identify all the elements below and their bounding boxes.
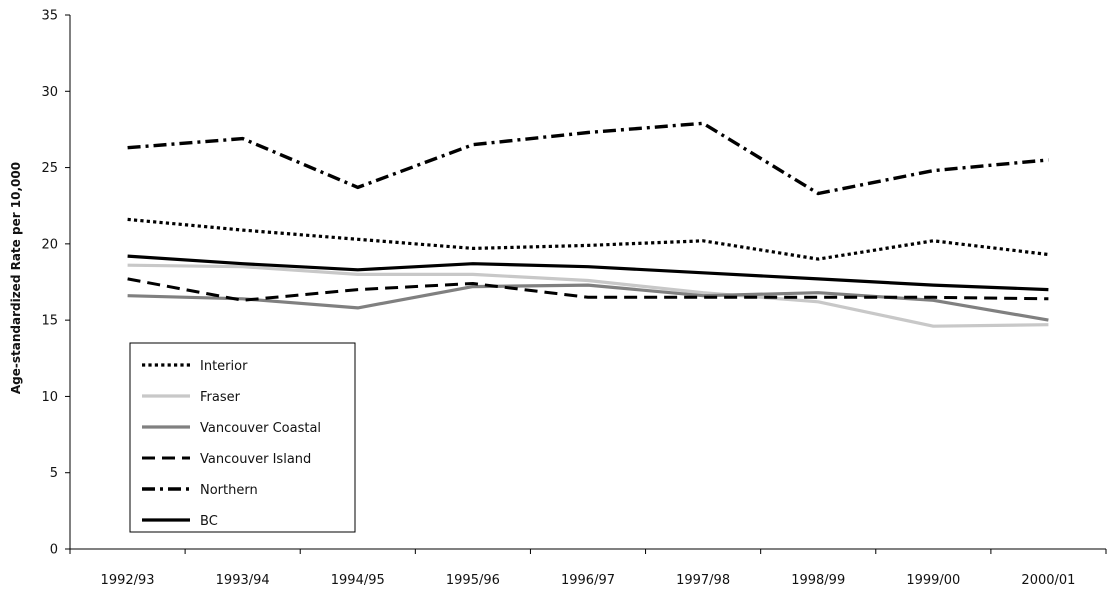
series-line-bc [127, 254, 1049, 292]
x-tick-label: 2000/01 [1021, 573, 1075, 588]
legend: Interior Fraser Vancouver Coastal Vancouver… [129, 342, 356, 533]
x-tick-label: 1997/98 [676, 573, 730, 588]
x-tick-label: 1992/93 [101, 573, 155, 588]
legend-label-vancouver-island: Vancouver Island [200, 452, 311, 467]
y-tick-label: 30 [41, 85, 58, 100]
axes: 0 5 10 15 20 25 30 35 1992/93 1993/94 1994/95 1995/… [41, 9, 1107, 588]
series-line-vancouver-island [127, 277, 1049, 302]
x-tick-label: 1996/97 [561, 573, 615, 588]
x-tick-label: 1999/00 [906, 573, 960, 588]
series-line-vancouver-coastal [127, 283, 1049, 322]
x-tick-label: 1998/99 [791, 573, 845, 588]
y-tick-label: 25 [41, 161, 58, 176]
legend-label-bc: BC [200, 514, 218, 529]
y-tick-label: 10 [41, 390, 58, 405]
x-tick-label: 1995/96 [446, 573, 500, 588]
legend-label-northern: Northern [200, 483, 258, 498]
legend-box [129, 342, 356, 533]
y-tick-label: 0 [50, 543, 58, 558]
y-tick-label: 20 [41, 237, 58, 252]
series-line-interior [127, 217, 1049, 261]
series-line-fraser [127, 263, 1049, 328]
y-axis-label: Age-standardized Rate per 10,000 [9, 162, 23, 394]
legend-label-fraser: Fraser [200, 390, 241, 405]
y-tick-label: 5 [50, 466, 58, 481]
series-line-northern [127, 121, 1049, 196]
series-layer [127, 121, 1049, 328]
y-tick-label: 15 [41, 314, 58, 329]
x-tick-label: 1994/95 [331, 573, 385, 588]
x-tick-label: 1993/94 [216, 573, 270, 588]
legend-label-interior: Interior [200, 359, 248, 374]
legend-label-vancouver-coastal: Vancouver Coastal [200, 421, 321, 436]
y-tick-label: 35 [41, 9, 58, 24]
